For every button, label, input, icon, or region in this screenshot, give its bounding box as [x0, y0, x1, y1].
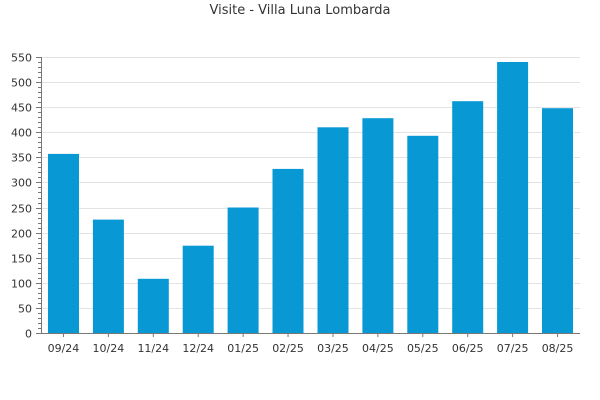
bar	[272, 168, 304, 333]
y-tick-label: 350	[11, 152, 32, 165]
y-tick-label: 50	[18, 303, 32, 316]
bar	[542, 108, 573, 333]
bars	[48, 62, 573, 333]
y-tick-label: 400	[11, 127, 32, 140]
x-tick-labels: 09/24 10/24 11/24 12/24 01/25 02/25 03/25 04/25…	[48, 342, 574, 355]
y-tick-label: 550	[11, 52, 32, 65]
x-tick-label: 02/25	[272, 342, 304, 355]
bar	[317, 127, 349, 333]
axes	[36, 57, 580, 337]
x-tick-label: 10/24	[93, 342, 125, 355]
x-tick-label: 01/25	[227, 342, 259, 355]
bar	[362, 118, 394, 333]
x-tick-label: 05/25	[407, 342, 439, 355]
x-tick-label: 08/25	[542, 342, 574, 355]
x-tick-label: 09/24	[48, 342, 80, 355]
y-tick-label: 250	[11, 203, 32, 216]
x-tick-label: 03/25	[317, 342, 349, 355]
bar	[182, 245, 214, 333]
bar	[407, 135, 439, 333]
bar	[497, 62, 529, 333]
bar	[227, 207, 259, 333]
y-tick-label: 450	[11, 102, 32, 115]
bar	[137, 278, 169, 333]
y-tick-label: 0	[25, 328, 32, 341]
x-tick-label: 04/25	[362, 342, 394, 355]
bar	[48, 153, 79, 333]
x-tick-label: 06/25	[452, 342, 484, 355]
bar	[92, 219, 124, 333]
y-tick-label: 500	[11, 77, 32, 90]
x-tick-label: 11/24	[137, 342, 169, 355]
x-tick-label: 12/24	[182, 342, 214, 355]
x-tick-label: 07/25	[497, 342, 529, 355]
y-tick-label: 200	[11, 228, 32, 241]
y-tick-labels: 0 50 100 150 200 250 300 350 400 450 500 550	[11, 52, 32, 341]
y-tick-label: 150	[11, 253, 32, 266]
chart-title: Visite - Villa Luna Lombarda	[209, 3, 391, 18]
grid-lines	[41, 57, 580, 309]
bar	[452, 101, 484, 333]
y-tick-label: 300	[11, 177, 32, 190]
y-tick-label: 100	[11, 278, 32, 291]
